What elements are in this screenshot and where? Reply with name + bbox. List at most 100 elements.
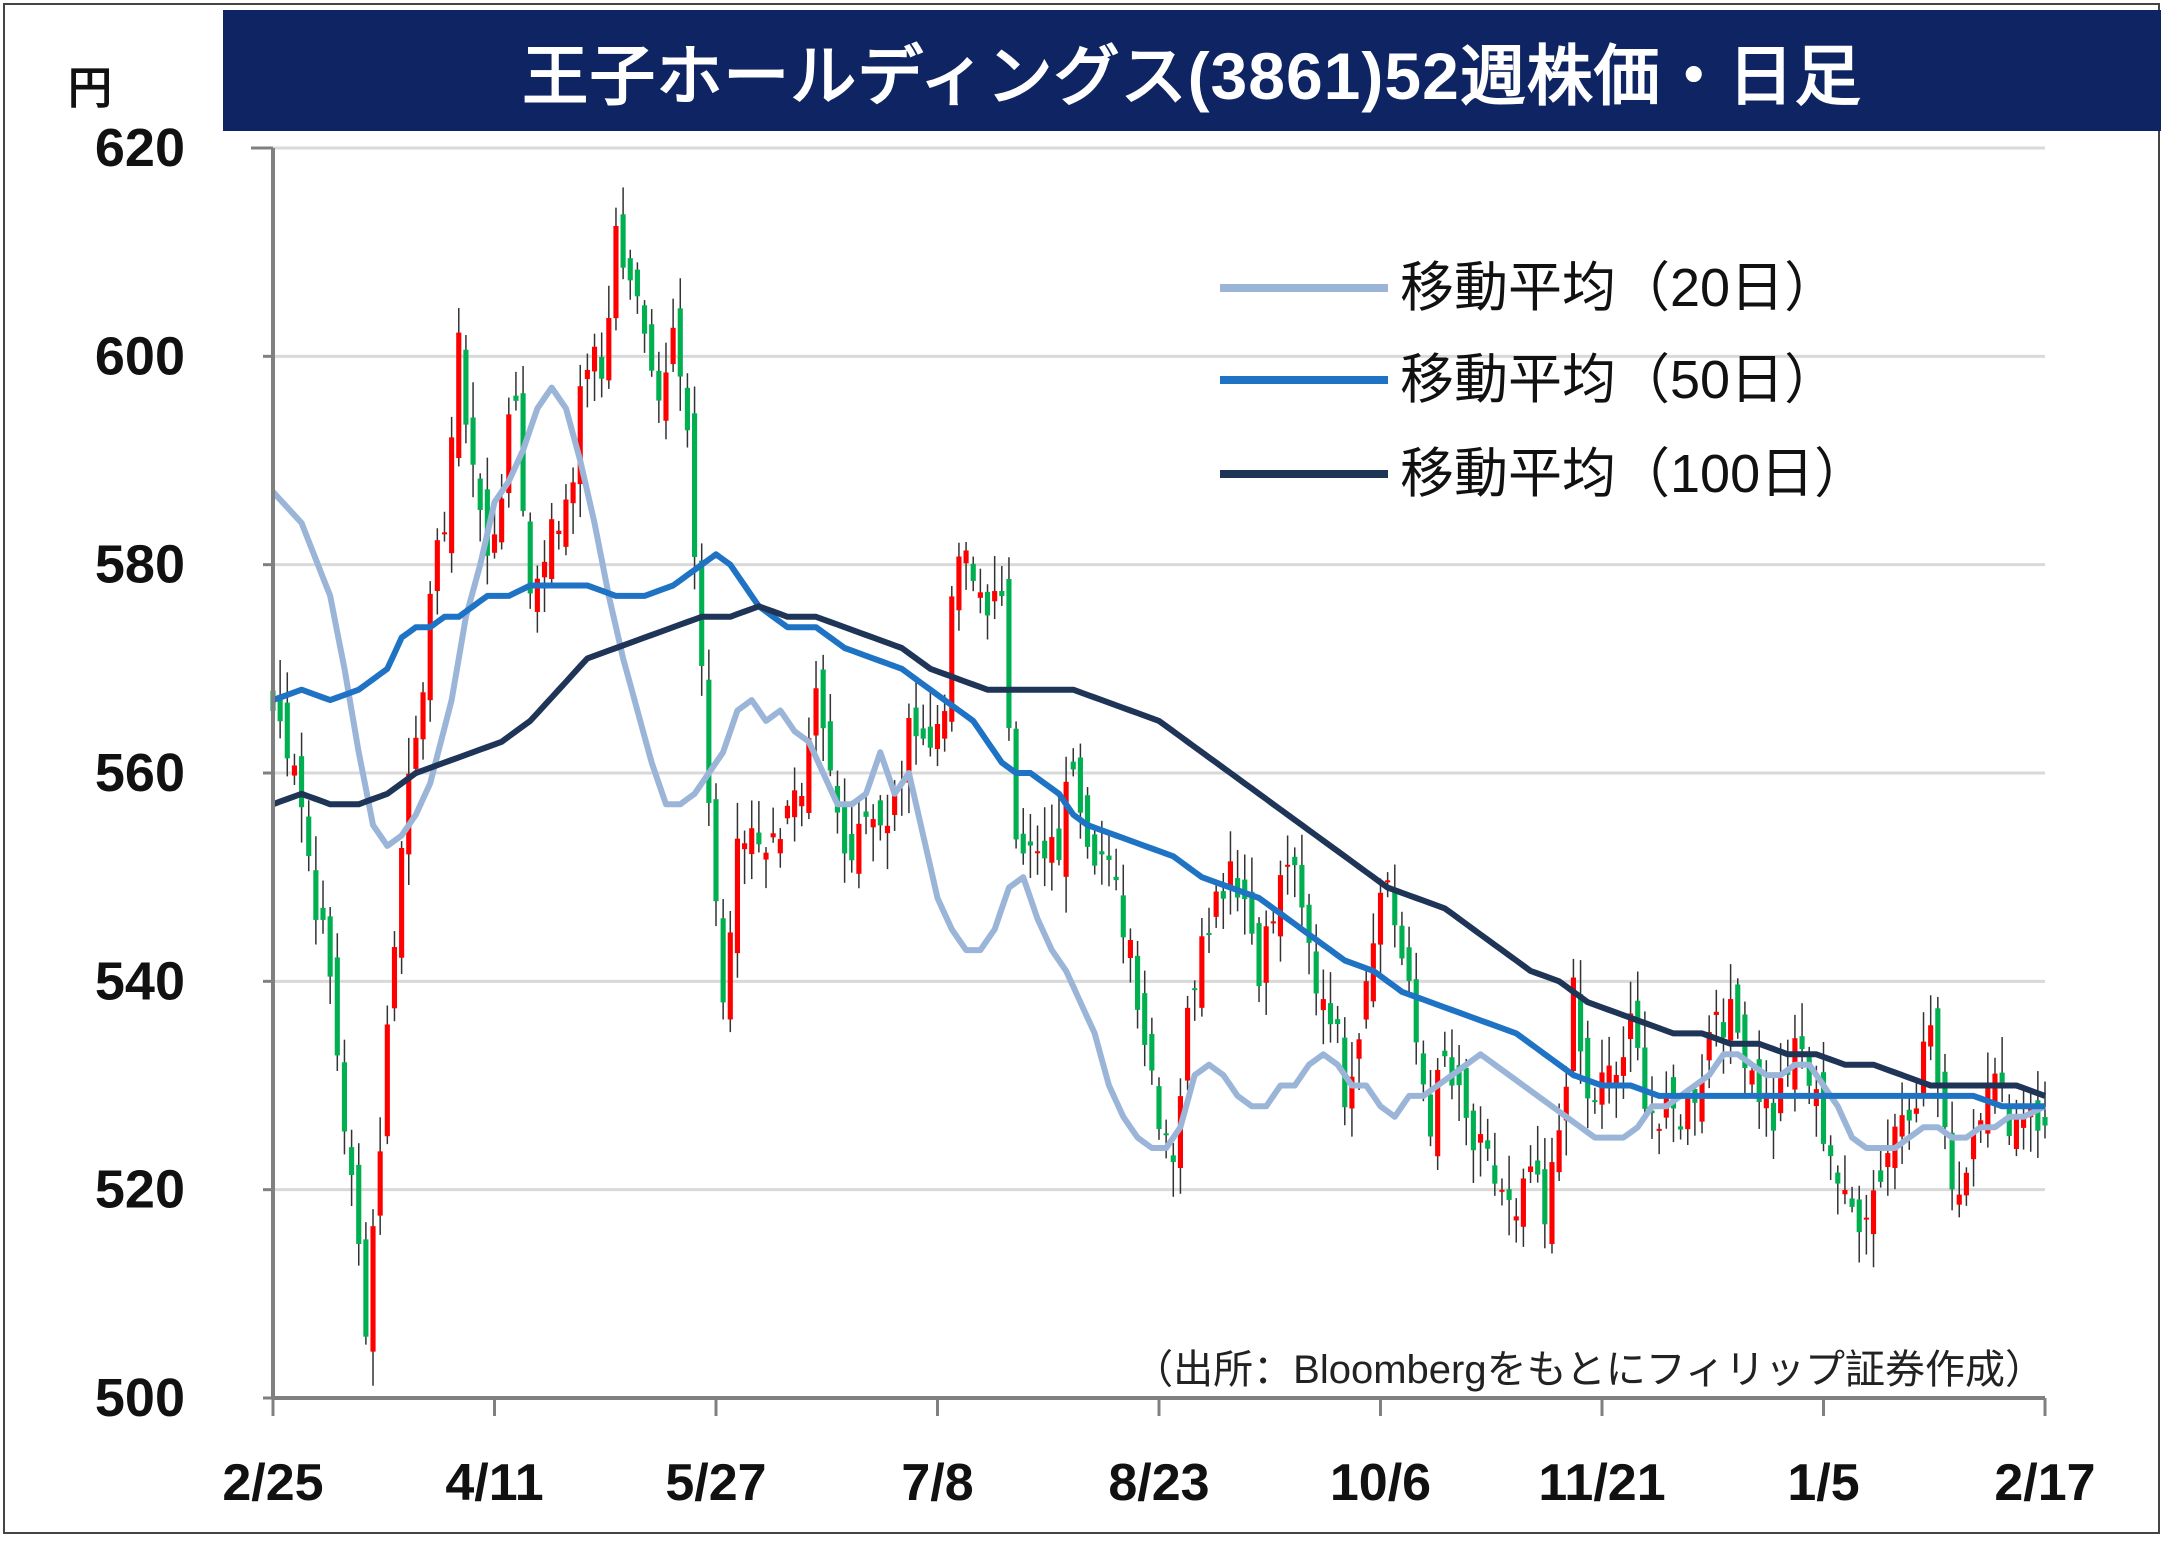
candle-down: [1392, 889, 1398, 926]
candle-up: [777, 839, 783, 854]
candle-down: [1092, 834, 1098, 866]
candle-down: [970, 563, 976, 581]
candle-up: [499, 498, 505, 543]
candle-down: [1006, 579, 1012, 728]
candle-down: [1099, 851, 1105, 855]
x-tick-label: 4/11: [445, 1454, 543, 1512]
candle-down: [1256, 923, 1262, 987]
candle-up: [391, 947, 398, 1009]
candle-up: [1213, 891, 1219, 917]
y-tick-label: 600: [95, 326, 185, 386]
candle-down: [470, 417, 476, 465]
candle-down: [984, 591, 991, 616]
candle-up: [1363, 981, 1369, 1020]
candle-up: [856, 823, 862, 874]
candle-down: [649, 324, 655, 371]
candle-up: [1377, 892, 1384, 945]
candle-up: [1956, 1194, 1962, 1205]
candle-down: [1542, 1169, 1548, 1225]
y-tick-label: 560: [95, 743, 185, 803]
candle-down: [1828, 1145, 1834, 1157]
candle-up: [884, 825, 891, 834]
x-tick-label: 11/21: [1538, 1454, 1665, 1512]
candle-up: [799, 796, 805, 807]
candle-down: [1149, 1033, 1155, 1071]
candle-up: [784, 805, 791, 819]
candle-up: [763, 852, 769, 860]
candle-down: [1878, 1170, 1884, 1182]
candle-up: [1620, 1057, 1626, 1076]
candle-down: [1192, 988, 1198, 991]
x-tick-label: 1/5: [1787, 1454, 1859, 1512]
candle-up: [1277, 875, 1284, 937]
candle-down: [1799, 1036, 1805, 1050]
candle-down: [1649, 1110, 1655, 1114]
candle-up: [1628, 1013, 1634, 1040]
candle-up: [1063, 781, 1069, 877]
candle-down: [1420, 1053, 1426, 1085]
candle-up: [441, 532, 448, 535]
candle-down: [1935, 1008, 1941, 1083]
x-tick-label: 2/17: [1994, 1454, 2095, 1512]
candle-down: [2042, 1117, 2048, 1126]
candle-up: [1127, 939, 1133, 959]
candle-down: [713, 799, 719, 902]
candle-up: [942, 711, 948, 739]
candle-up: [977, 592, 983, 598]
x-tick-label: 8/23: [1108, 1454, 1209, 1512]
candle-up: [992, 591, 998, 602]
candle-up: [1034, 851, 1041, 854]
candle-down: [1113, 876, 1119, 881]
candle-down: [1427, 1094, 1434, 1137]
candle-up: [670, 327, 676, 365]
candle-up: [1656, 1128, 1662, 1131]
candle-down: [1849, 1198, 1855, 1207]
candle-up: [384, 1024, 390, 1137]
candle-down: [1163, 1133, 1169, 1136]
candle-up: [1863, 1217, 1869, 1220]
candle-up: [906, 717, 912, 783]
candle-up: [1713, 1011, 1719, 1015]
candle-down: [1020, 833, 1026, 854]
candle-up: [549, 519, 555, 579]
candle-down: [913, 707, 919, 737]
candle-up: [2013, 1114, 2019, 1149]
candle-down: [1949, 1132, 1955, 1190]
candle-up: [963, 550, 969, 564]
legend: 移動平均（20日） 移動平均（50日） 移動平均（100日）: [1220, 258, 1868, 504]
x-tick-label: 10/6: [1330, 1454, 1431, 1512]
candle-down: [1220, 891, 1226, 899]
candle-up: [1356, 1039, 1362, 1059]
candle-down: [1820, 1072, 1827, 1144]
candle-down: [1592, 1100, 1598, 1103]
candle-up: [727, 932, 733, 1020]
candle-down: [1770, 1102, 1777, 1131]
candle-down: [1299, 864, 1305, 908]
ma100-line: [271, 603, 2047, 1099]
candle-down: [920, 728, 926, 739]
y-tick-label: 580: [95, 535, 185, 595]
candle-down: [641, 305, 648, 334]
moving-average-lines: [270, 384, 2047, 1151]
candle-up: [1613, 1074, 1619, 1086]
candle-down: [527, 521, 533, 594]
candle-up: [1285, 864, 1291, 867]
candle-up: [1842, 1189, 1848, 1195]
candle-up: [1349, 1076, 1355, 1109]
candle-up: [1763, 1092, 1769, 1109]
candle-down: [927, 726, 933, 748]
candle-up: [1563, 1086, 1569, 1121]
candle-down: [1635, 1000, 1641, 1048]
candle-down: [1670, 1077, 1677, 1109]
candle-down: [656, 370, 662, 401]
candle-down: [1756, 1059, 1762, 1102]
candle-down: [1306, 904, 1312, 943]
candle-up: [541, 561, 548, 578]
candle-down: [1585, 1037, 1591, 1099]
candle-up: [1499, 1189, 1505, 1192]
candle-up: [456, 332, 462, 459]
candle-down: [1806, 1054, 1812, 1086]
candle-down: [827, 721, 833, 771]
candle-up: [434, 540, 440, 591]
